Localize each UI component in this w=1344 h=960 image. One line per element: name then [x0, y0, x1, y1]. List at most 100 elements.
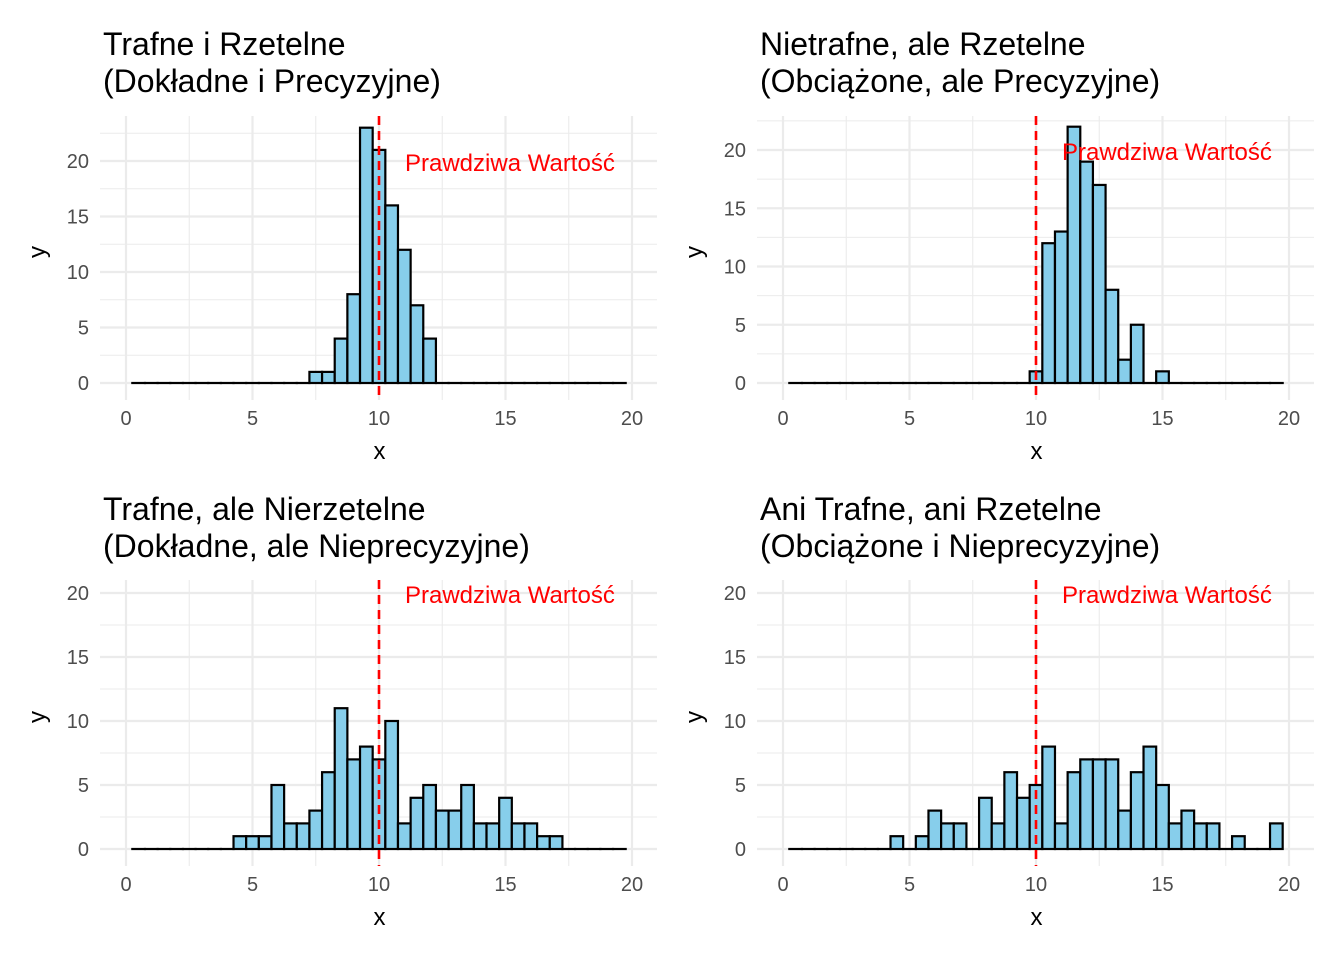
panel-3: Prawdziwa Wartość Trafne, ale Nierzetelne… — [24, 491, 657, 931]
histogram-bar — [1091, 758, 1107, 851]
x-tick-label: 5 — [247, 408, 258, 430]
histogram-bar — [927, 809, 943, 851]
panel-4: Prawdziwa Wartość Ani Trafne, ani Rzeteln… — [681, 491, 1314, 931]
histogram-bar — [1041, 242, 1057, 385]
histogram-bar — [1155, 783, 1170, 851]
histogram-bar — [409, 304, 425, 385]
x-tick-label: 0 — [777, 408, 788, 430]
histogram-bar — [1268, 822, 1284, 851]
x-tick-label: 15 — [1151, 874, 1173, 896]
histogram-bar — [434, 809, 450, 851]
histogram-bar — [1193, 822, 1208, 851]
x-tick-label: 0 — [120, 408, 131, 430]
x-axis-label: x — [1031, 438, 1043, 465]
true-value-annotation: Prawdziwa Wartość — [405, 150, 615, 177]
histogram-bar — [422, 337, 438, 385]
histogram-bar — [990, 822, 1006, 851]
y-tick-label: 10 — [67, 711, 89, 733]
panel-1: Prawdziwa Wartość Trafne i Rzetelne(Dokła… — [24, 26, 657, 465]
histogram-bar — [384, 719, 400, 851]
y-tick-label: 0 — [735, 839, 746, 861]
y-tick-label: 0 — [735, 373, 746, 395]
x-tick-label: 5 — [904, 408, 915, 430]
histogram-bar — [1155, 370, 1170, 385]
x-tick-label: 10 — [368, 874, 390, 896]
histogram-bar — [1066, 771, 1082, 851]
y-tick-label: 20 — [67, 583, 89, 605]
histogram-bar — [257, 835, 273, 851]
x-tick-label: 10 — [1025, 408, 1047, 430]
histogram-bar — [1003, 771, 1019, 851]
panel-subtitle: (Dokładne, ale Nieprecyzyjne) — [103, 528, 530, 564]
y-axis-label: y — [24, 711, 51, 723]
histogram-bar — [1129, 771, 1145, 851]
histogram-bar — [283, 822, 298, 851]
x-tick-label: 20 — [1278, 408, 1300, 430]
histogram-bar — [1180, 809, 1196, 851]
panel-title: Trafne i Rzetelne — [103, 26, 345, 62]
y-tick-label: 5 — [735, 775, 746, 797]
histogram-bar — [1079, 758, 1095, 851]
histogram-bar — [485, 822, 501, 851]
histogram-bar — [1142, 745, 1158, 851]
y-tick-label: 20 — [724, 140, 746, 162]
histogram-bar — [308, 809, 324, 851]
true-value-annotation: Prawdziwa Wartość — [405, 582, 615, 609]
y-tick-label: 10 — [724, 257, 746, 279]
x-tick-label: 10 — [368, 408, 390, 430]
histogram-bar — [940, 822, 955, 851]
histogram-bar — [1053, 822, 1069, 851]
x-tick-label: 20 — [1278, 874, 1300, 896]
histogram-bar — [889, 835, 905, 851]
histogram-bar — [523, 822, 539, 851]
histogram-bar — [498, 796, 513, 851]
y-tick-label: 5 — [735, 315, 746, 337]
histogram-bar — [358, 745, 374, 851]
histogram-bar — [460, 783, 475, 851]
bars — [788, 745, 1284, 851]
histogram-bar — [1117, 358, 1132, 385]
histogram-bar — [1079, 160, 1095, 385]
histogram-bar — [1117, 809, 1132, 851]
panel-title: Ani Trafne, ani Rzetelne — [760, 491, 1102, 527]
histogram-bar — [320, 370, 336, 385]
y-axis-label: y — [681, 711, 708, 723]
histogram-bar — [1129, 323, 1145, 385]
panel-title: Nietrafne, ale Rzetelne — [760, 26, 1086, 62]
y-tick-label: 10 — [724, 711, 746, 733]
y-tick-label: 5 — [78, 775, 89, 797]
histogram-bar — [384, 204, 400, 385]
histogram-bar — [1053, 230, 1069, 385]
x-tick-label: 15 — [1151, 408, 1173, 430]
x-axis-label: x — [374, 438, 386, 465]
y-tick-label: 20 — [724, 583, 746, 605]
histogram-bar — [1205, 822, 1221, 851]
y-axis-label: y — [24, 246, 51, 258]
y-tick-label: 15 — [724, 647, 746, 669]
x-tick-label: 5 — [904, 874, 915, 896]
panel-subtitle: (Obciążone, ale Precyzyjne) — [760, 63, 1160, 99]
y-tick-label: 15 — [67, 207, 89, 229]
y-tick-label: 0 — [78, 373, 89, 395]
x-axis-label: x — [374, 904, 386, 931]
histogram-bar — [1104, 758, 1120, 851]
histogram-bar — [1091, 183, 1107, 385]
histogram-bar — [914, 835, 930, 851]
histogram-bar — [396, 248, 412, 385]
histogram-bar — [245, 835, 260, 851]
y-tick-label: 5 — [78, 318, 89, 340]
panel-subtitle: (Dokładne i Precyzyjne) — [103, 63, 441, 99]
histogram-bar — [333, 337, 349, 385]
histogram-bar — [346, 293, 362, 385]
histogram-bar — [510, 822, 526, 851]
histogram-bar — [548, 835, 564, 851]
histogram-bar — [320, 771, 336, 851]
histogram-bar — [1041, 745, 1057, 851]
bars — [788, 125, 1284, 385]
x-axis-label: x — [1031, 904, 1043, 931]
histogram-bar — [295, 822, 311, 851]
x-tick-label: 20 — [621, 874, 643, 896]
histogram-bar — [232, 835, 248, 851]
y-tick-label: 0 — [78, 839, 89, 861]
panel-subtitle: (Obciążone i Nieprecyzyjne) — [760, 528, 1160, 564]
